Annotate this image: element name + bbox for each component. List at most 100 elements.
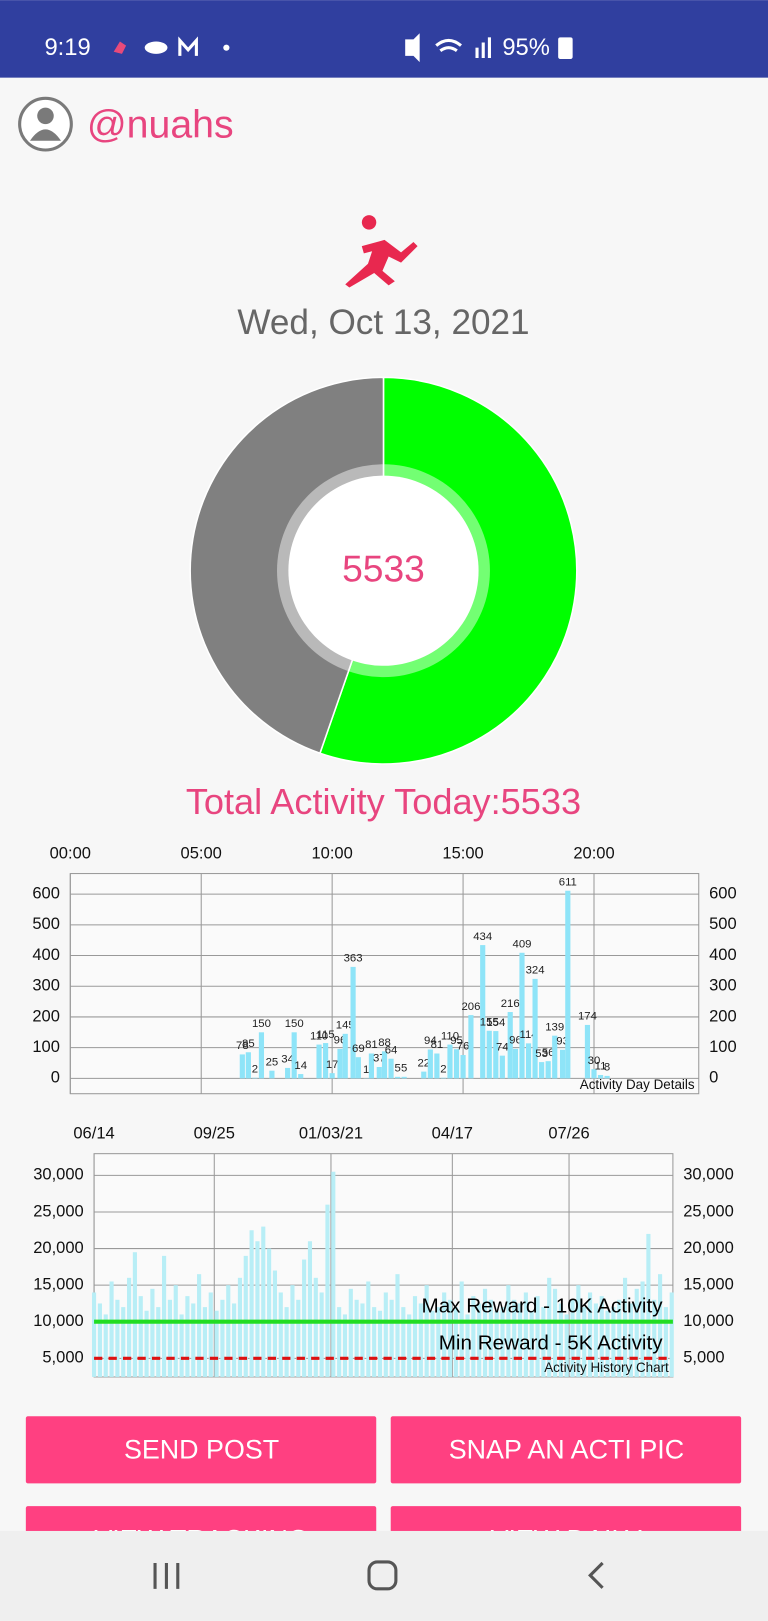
home[interactable] [367,1560,398,1591]
data-label: 5 [401,1063,407,1075]
bar [529,1310,534,1377]
bar [249,1230,254,1377]
y2-tick-label: 10,000 [683,1311,734,1330]
bar [611,1307,616,1377]
x-tick-label: 06/14 [73,1123,114,1142]
data-label: 110 [310,1030,328,1042]
data-label: 64 [385,1044,398,1056]
y-tick-label: 300 [32,976,60,995]
bar [604,1075,610,1079]
data-label: 94 [424,1035,437,1047]
x-tick-label: 00:00 [50,843,91,862]
bar [512,1299,517,1377]
data-label: 95 [450,1035,463,1047]
total-activity: Total Activity Today:5533 [186,781,581,822]
bar [500,1307,505,1377]
bar [354,1299,359,1377]
bar [427,1049,433,1079]
bar [337,1048,343,1079]
bar [185,1296,190,1377]
bar [436,1307,441,1377]
bar [646,1233,651,1377]
bar [376,1067,382,1079]
bar [226,1285,231,1377]
chart-caption: Activity History Chart [544,1360,669,1375]
button-background[interactable] [25,1416,377,1484]
data-label: 110 [441,1030,459,1042]
data-label: 78 [236,1040,249,1052]
bar [512,1048,519,1079]
username: @nuahs [87,103,234,147]
clock: 9:19 [44,34,90,61]
data-label: 139 [545,1021,564,1033]
button-label[interactable]: SNAP AN ACTI PIC [449,1434,684,1464]
button[interactable]: SNAP AN ACTI PIC [390,1416,742,1484]
bar [506,1285,511,1377]
data-label: 154 [486,1017,505,1029]
data-label: 22 [417,1057,430,1069]
data-label: 14 [294,1060,307,1072]
y2-tick-label: 500 [709,914,737,933]
bar [258,1032,265,1079]
bar [342,1314,348,1377]
bar [480,945,486,1079]
bar [325,1204,330,1377]
bar [307,1241,313,1377]
bar [144,1310,149,1377]
bar [179,1314,184,1377]
bar [109,1281,114,1377]
donut-chart [189,376,578,765]
bar [368,1053,375,1079]
bar [173,1285,178,1377]
bar [138,1296,143,1377]
data-label: 5 [394,1063,400,1075]
bar [150,1288,155,1377]
bar [434,1053,440,1079]
bar [507,1012,513,1079]
bar [316,1044,322,1079]
bar [582,1307,587,1377]
data-label: 174 [578,1011,597,1023]
bar [622,1277,628,1377]
button-background[interactable] [390,1416,742,1484]
day-chart: 00:00 05:00 10:00 15:00 20:00 0 0 100 100 200 200 3… [32,843,737,1095]
y2-tick-label: 400 [709,945,737,964]
bar [291,1032,297,1079]
bar [545,1061,551,1079]
bar [121,1307,126,1377]
bar [430,1310,435,1377]
y-tick-label: 30,000 [33,1165,84,1184]
x-tick-label: 05:00 [181,843,222,862]
data-label: 25 [266,1056,279,1068]
bar [465,1314,470,1377]
y2-tick-label: 200 [709,1006,737,1025]
bar [552,1288,558,1377]
button-label[interactable]: SEND POST [124,1434,279,1464]
bar [559,1049,566,1079]
bar [493,1031,499,1079]
bar [285,1067,291,1079]
bar [418,1303,423,1377]
bar [388,1058,394,1079]
bar [372,1307,377,1377]
back[interactable] [588,1561,604,1589]
data-label: 324 [526,965,545,977]
y2-tick-label: 5,000 [683,1348,724,1367]
bar [597,1074,604,1079]
bar [424,1285,429,1377]
bar [329,1073,335,1079]
bar [319,1292,324,1377]
y-tick-label: 400 [32,945,60,964]
bar [652,1299,657,1377]
data-label: 363 [344,953,363,965]
bar [460,1055,466,1079]
data-label: 53 [535,1048,548,1060]
bar [628,1303,633,1377]
recent-apps[interactable] [153,1562,180,1589]
avatar[interactable] [18,96,73,152]
bar [191,1303,196,1377]
bar [220,1299,225,1377]
bar [342,1033,348,1079]
bar [167,1299,172,1377]
button[interactable]: SEND POST [25,1416,377,1484]
